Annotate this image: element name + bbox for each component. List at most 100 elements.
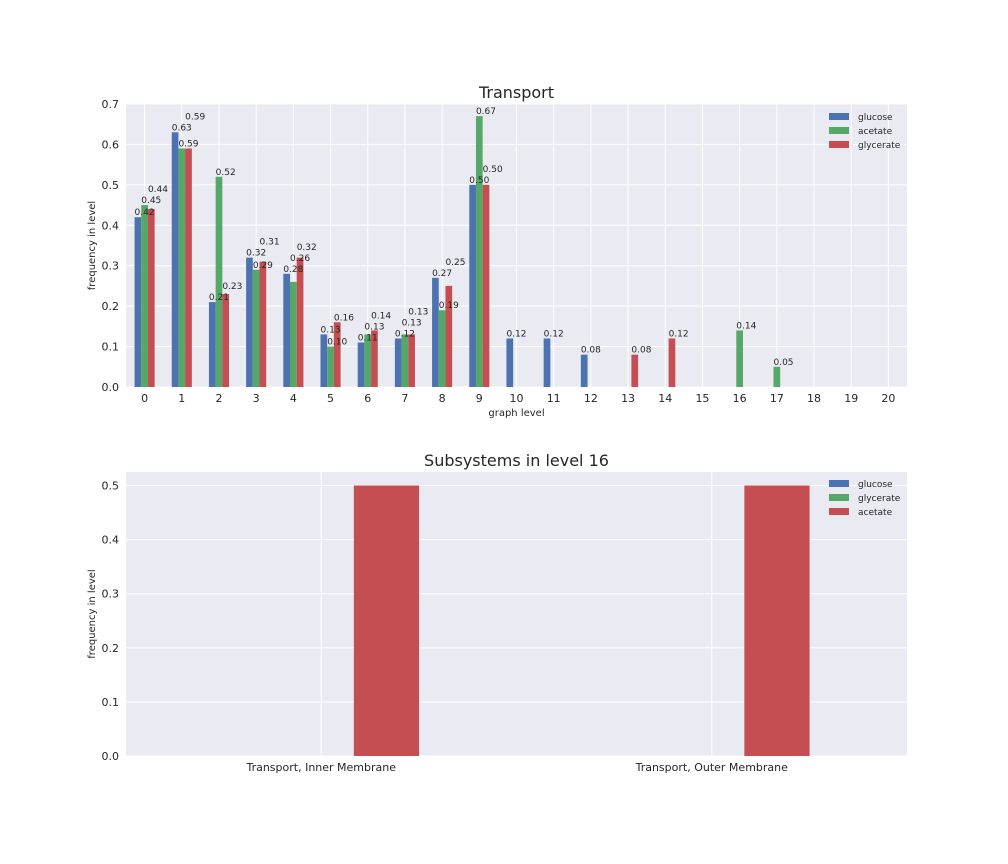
x-tick-label: 5 <box>327 392 334 405</box>
data-label: 0.29 <box>253 261 273 271</box>
data-label: 0.59 <box>185 112 205 122</box>
legend-swatch <box>829 494 849 501</box>
bar-glycerate <box>445 285 453 387</box>
y-tick-label: 0.0 <box>102 381 120 394</box>
y-axis-label: frequency in level <box>87 569 98 658</box>
bar-glucose <box>394 338 402 387</box>
data-label: 0.13 <box>321 325 341 335</box>
x-tick-label: 7 <box>401 392 408 405</box>
bar-glucose <box>283 273 291 387</box>
x-tick-label: 19 <box>844 392 858 405</box>
data-label: 0.27 <box>432 269 452 279</box>
bar-glycerate <box>408 334 415 387</box>
data-label: 0.19 <box>439 301 459 311</box>
data-label: 0.52 <box>216 168 236 178</box>
bar-glycerate <box>482 184 490 387</box>
bar-glycerate <box>147 209 155 387</box>
bar-glucose <box>580 354 588 387</box>
bar-acetate <box>438 310 446 387</box>
bar-glycerate <box>259 261 267 387</box>
data-label: 0.12 <box>544 329 564 339</box>
chart-1: 0.0 0.1 0.2 0.3 0.4 0.5 Transport, Inner Membr… <box>87 451 907 774</box>
data-label: 0.16 <box>334 313 354 323</box>
x-tick-label: 15 <box>695 392 709 405</box>
bar-glucose <box>469 184 476 387</box>
bar-glycerate <box>185 148 192 387</box>
data-label: 0.10 <box>327 338 347 348</box>
chart-title: Transport <box>478 83 554 102</box>
data-label: 0.45 <box>141 196 161 206</box>
x-tick-label: 10 <box>510 392 524 405</box>
x-tick-label: 11 <box>547 392 561 405</box>
legend-label: acetate <box>858 127 893 137</box>
x-tick-label: 14 <box>658 392 672 405</box>
bar-acetate <box>401 334 409 387</box>
bar-acetate <box>141 205 148 387</box>
y-tick-label: 0.2 <box>102 642 120 655</box>
data-label: 0.42 <box>135 208 155 218</box>
data-label: 0.23 <box>222 282 242 292</box>
x-tick-label: 1 <box>178 392 185 405</box>
bar-glycerate <box>371 330 378 387</box>
bar-acetate <box>327 346 334 387</box>
bar-glucose <box>320 334 328 387</box>
bar-glucose <box>208 302 216 387</box>
data-label: 0.14 <box>371 312 391 322</box>
y-tick-label: 0.0 <box>102 750 120 763</box>
y-axis-label: frequency in level <box>87 201 98 290</box>
data-label: 0.44 <box>148 185 168 195</box>
data-label: 0.11 <box>358 334 378 344</box>
data-label: 0.32 <box>246 249 266 259</box>
x-tick-label: Transport, Inner Membrane <box>245 761 396 774</box>
x-tick-label: 17 <box>770 392 784 405</box>
bars <box>134 116 781 387</box>
bar-acetate <box>215 176 223 387</box>
x-tick-label: 3 <box>253 392 260 405</box>
data-label: 0.25 <box>445 258 465 268</box>
data-label: 0.12 <box>669 329 689 339</box>
x-tick-label: Transport, Outer Membrane <box>635 761 789 774</box>
data-label: 0.28 <box>283 265 303 275</box>
data-label: 0.14 <box>736 321 756 331</box>
bar-glucose <box>171 132 179 387</box>
y-tick-label: 0.5 <box>102 480 120 493</box>
x-tick-label: 6 <box>364 392 371 405</box>
bar-acetate <box>353 485 420 756</box>
legend-swatch <box>829 141 849 148</box>
data-label: 0.21 <box>209 293 229 303</box>
x-axis-label: graph level <box>488 408 544 419</box>
bar-glucose <box>543 338 551 387</box>
bar-glucose <box>357 342 365 387</box>
y-tick-label: 0.2 <box>102 300 120 313</box>
y-tick-label: 0.3 <box>102 588 120 601</box>
x-tick-label: 9 <box>476 392 483 405</box>
data-label: 0.31 <box>260 238 280 248</box>
data-label: 0.63 <box>172 123 192 133</box>
legend-swatch <box>829 127 849 134</box>
x-tick-label: 12 <box>584 392 598 405</box>
bar-acetate <box>744 485 810 756</box>
x-tick-label: 8 <box>439 392 446 405</box>
y-tick-label: 0.6 <box>102 138 120 151</box>
data-label: 0.26 <box>290 254 310 264</box>
data-label: 0.05 <box>773 358 793 368</box>
x-tick-label: 2 <box>215 392 222 405</box>
chart-0: 0.00.10.20.30.40.50.60.70 1 2 3 4 5 6 7 8 9 10 11 12… <box>87 83 907 419</box>
data-label: 0.08 <box>581 346 601 356</box>
legend-label: glycerate <box>858 141 901 151</box>
legend-label: glucose <box>858 113 893 123</box>
legend-swatch <box>829 113 849 120</box>
data-label: 0.50 <box>483 165 503 175</box>
x-tick-label: 13 <box>621 392 635 405</box>
data-label: 0.32 <box>297 243 317 253</box>
bar-glucose <box>246 257 253 387</box>
data-label: 0.13 <box>364 323 384 333</box>
data-label: 0.12 <box>506 329 526 339</box>
data-label: 0.59 <box>178 139 198 149</box>
bar-glycerate <box>222 294 230 387</box>
x-tick-label: 18 <box>807 392 821 405</box>
bar-acetate <box>364 334 372 387</box>
y-tick-label: 0.7 <box>102 98 120 111</box>
x-tick-label: 16 <box>733 392 747 405</box>
bar-glucose <box>432 277 439 387</box>
